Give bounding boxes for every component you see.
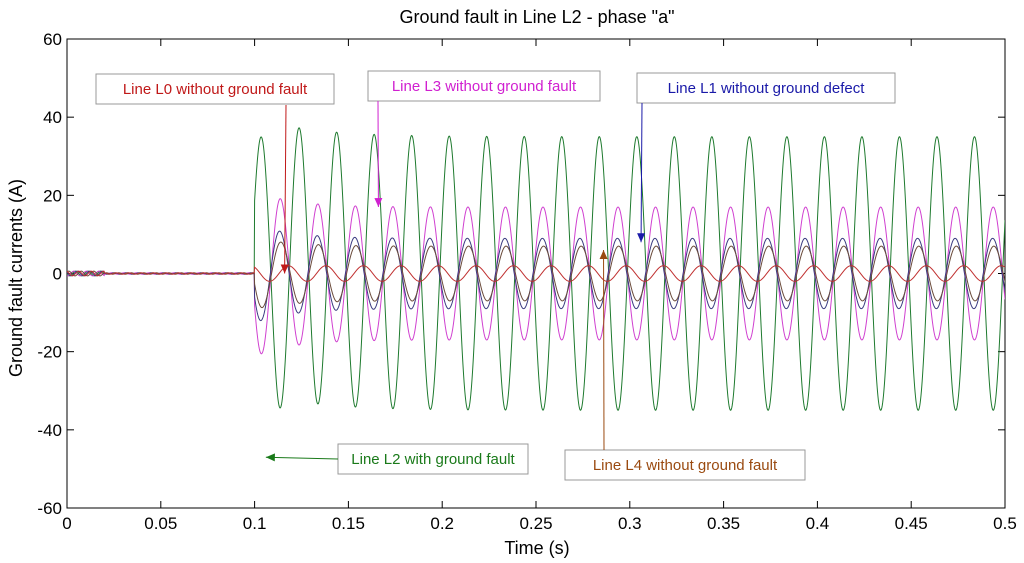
annotation-text: Line L0 without ground fault [123, 81, 308, 98]
y-tick-label: -20 [37, 343, 62, 362]
annotation-text: Line L2 with ground fault [351, 451, 515, 468]
x-tick-label: 0.5 [993, 514, 1017, 533]
annotation-arrow [265, 456, 339, 460]
series-line [67, 265, 1005, 282]
x-tick-label: 0.15 [332, 514, 365, 533]
series-line [67, 198, 1005, 355]
x-axis-label: Time (s) [504, 538, 569, 558]
annotation-box [636, 72, 896, 104]
x-tick-label: 0.2 [430, 514, 454, 533]
annotation: Line L4 without ground fault [564, 250, 806, 481]
annotation: Line L3 without ground fault [367, 70, 601, 208]
annotations: Line L0 without ground fault Line L3 with… [95, 70, 896, 481]
annotation: Line L2 with ground fault [265, 443, 529, 475]
annotation-arrow [640, 102, 643, 243]
annotation-arrowhead [599, 250, 608, 260]
x-tick-label: 0.45 [895, 514, 928, 533]
y-axis-label: Ground fault currents (A) [6, 179, 26, 377]
y-tick-label: 60 [43, 30, 62, 49]
annotation-arrowhead [280, 264, 289, 274]
annotation-arrowhead [637, 233, 646, 243]
annotation-arrow [284, 104, 287, 274]
annotation-text: Line L1 without ground defect [668, 80, 866, 97]
annotation-box [367, 70, 601, 102]
y-tick-label: 20 [43, 186, 62, 205]
annotation-arrowhead [374, 198, 383, 208]
annotation-box [564, 449, 806, 481]
x-tick-labels: 0 0.05 0.1 0.15 0.2 0.25 0.3 0.35 0.4 0.45 0.5 [62, 514, 1017, 533]
y-tick-label: 0 [53, 265, 62, 284]
y-tick-label: -60 [37, 499, 62, 518]
x-tick-label: 0 [62, 514, 71, 533]
x-tick-label: 0.1 [243, 514, 267, 533]
annotation-text: Line L4 without ground fault [593, 457, 778, 474]
y-tick-label: 40 [43, 108, 62, 127]
x-tick-label: 0.05 [144, 514, 177, 533]
annotation-text: Line L3 without ground fault [392, 78, 577, 95]
y-tick-labels: -60 -40 -20 0 20 40 60 [37, 30, 62, 518]
x-tick-label: 0.25 [519, 514, 552, 533]
annotation-box [95, 73, 335, 105]
chart-title: Ground fault in Line L2 - phase "a" [400, 7, 675, 27]
annotation: Line L1 without ground defect [636, 72, 896, 243]
y-tick-label: -40 [37, 421, 62, 440]
annotation: Line L0 without ground fault [95, 73, 335, 274]
x-tick-label: 0.4 [806, 514, 830, 533]
annotation-arrowhead [265, 453, 275, 462]
plot-area [66, 38, 1006, 509]
x-tick-label: 0.35 [707, 514, 740, 533]
x-tick-label: 0.3 [618, 514, 642, 533]
